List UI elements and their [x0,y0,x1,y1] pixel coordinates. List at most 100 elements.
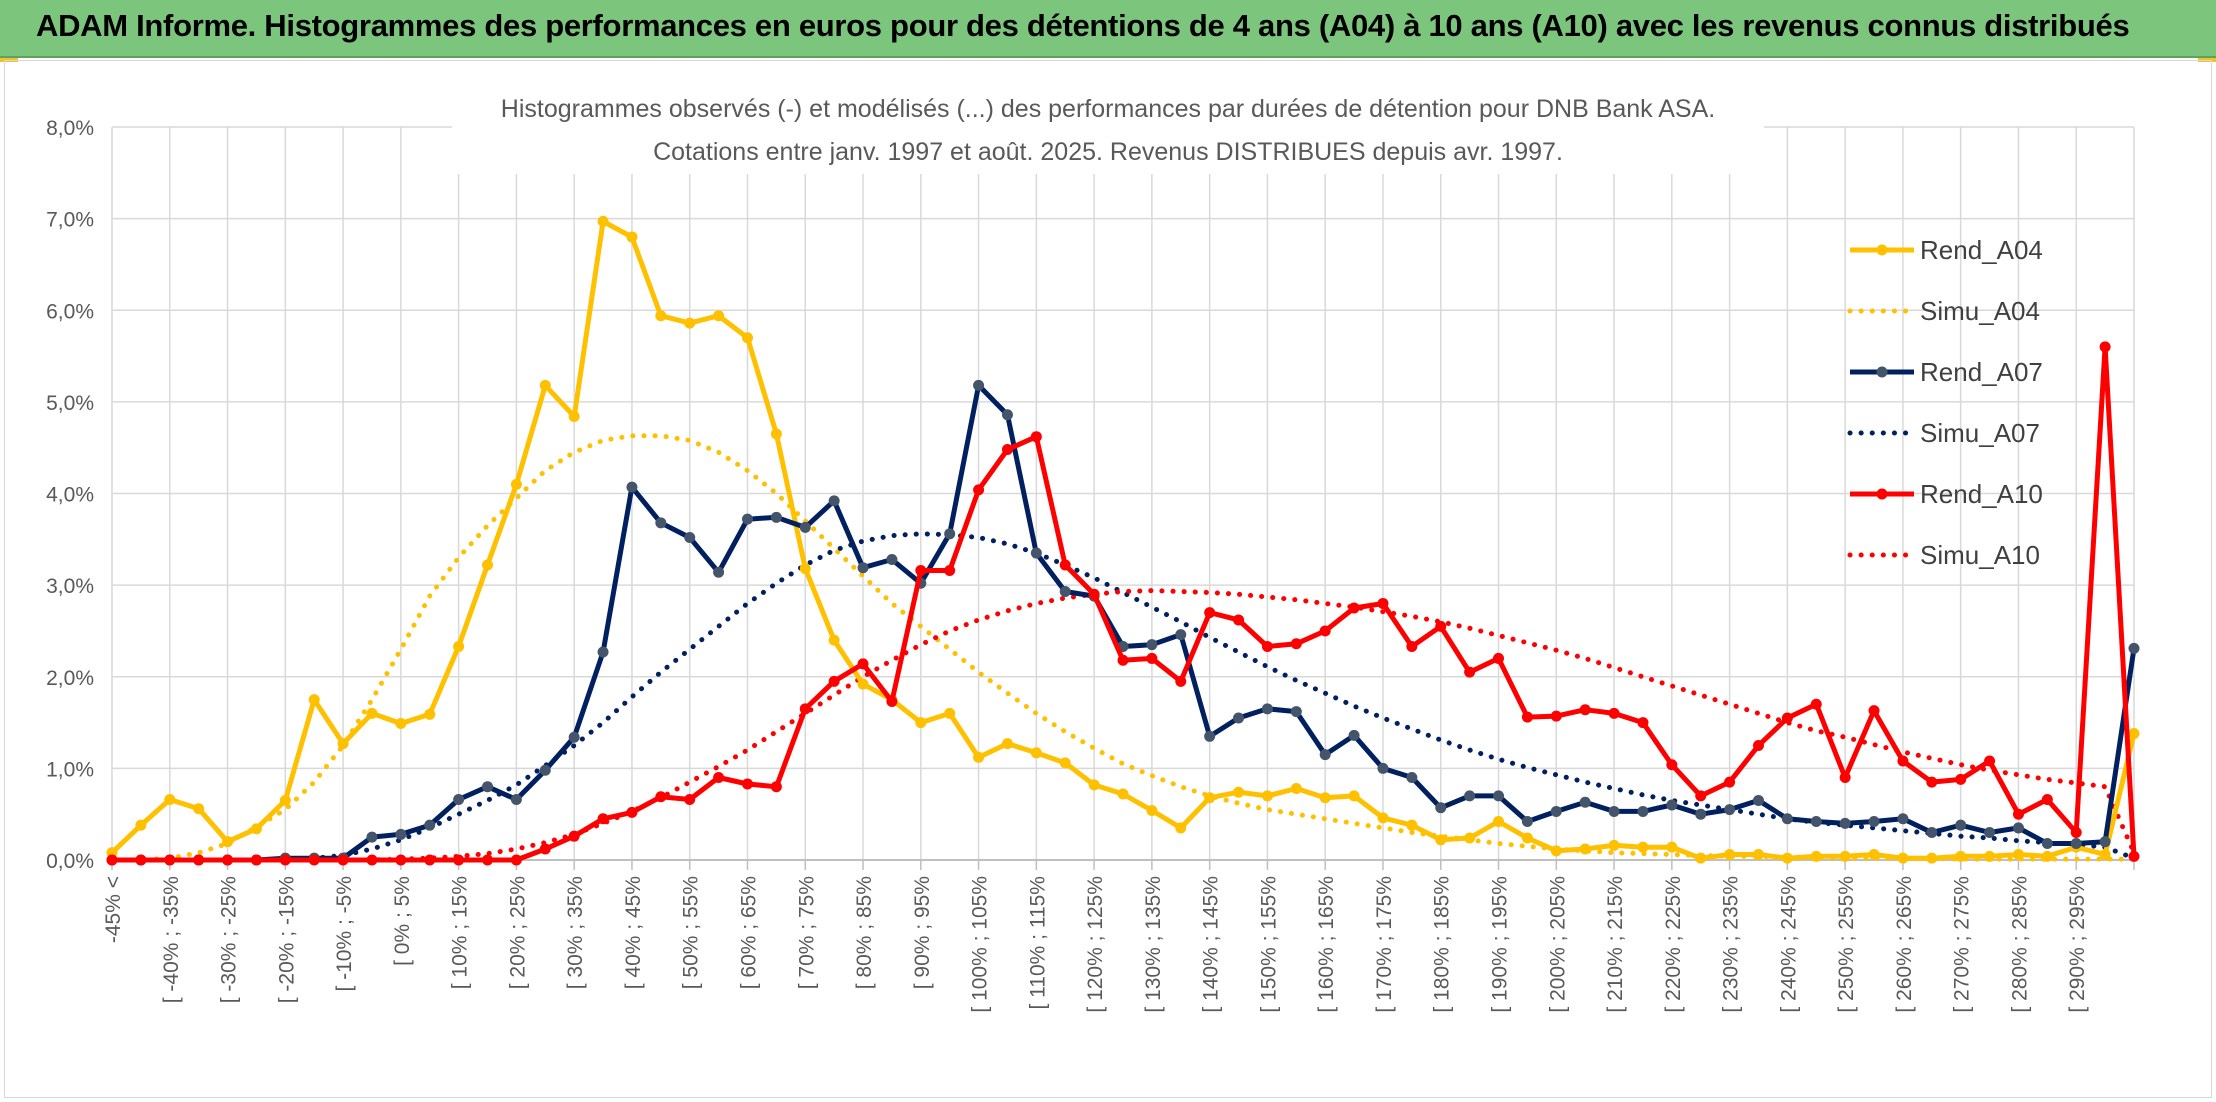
legend-label: Rend_A04 [1920,235,2043,265]
data-point [1059,586,1071,598]
data-point [1521,832,1533,844]
data-point [1695,808,1707,820]
data-point [1348,602,1360,614]
data-point [973,751,985,763]
data-point [944,564,956,576]
title-background [452,92,1764,174]
data-point [1897,852,1909,864]
data-point [713,772,725,784]
y-axis-ticks: 0,0% 1,0% 2,0% 3,0% 4,0% 5,0% 6,0% 7,0% 8,0% [46,117,94,873]
data-point [2012,849,2024,861]
y-tick-label: 8,0% [46,117,94,140]
data-point [539,843,551,855]
data-point [655,791,667,803]
data-point [1464,832,1476,844]
data-point [713,566,725,578]
data-point [1955,819,1967,831]
data-point [510,794,522,806]
data-point [1839,817,1851,829]
data-point [1175,675,1187,687]
x-tick-label: [ 80% ; 85% [853,876,876,989]
data-point [1724,776,1736,788]
x-tick-label: [ 50% ; 55% [680,876,703,989]
x-tick-label: [ 200% ; 205% [1546,876,1569,1013]
data-point [106,854,118,866]
data-point [2070,838,2082,850]
data-point [799,703,811,715]
data-point [1637,841,1649,853]
data-point [250,854,262,866]
x-tick-label: [ 170% ; 175% [1373,876,1396,1013]
data-point [1984,755,1996,767]
data-point [1984,850,1996,862]
data-point [366,831,378,843]
data-point [337,738,349,750]
data-point [1579,704,1591,716]
x-tick-label: [ 190% ; 195% [1489,876,1512,1013]
data-point [1550,845,1562,857]
data-point [1377,812,1389,824]
legend-label: Rend_A10 [1920,479,2043,509]
data-point [1868,849,1880,861]
x-tick-label: [ -20% ; -15% [275,876,298,1003]
y-tick-label: 7,0% [46,209,94,232]
data-point [1001,409,1013,421]
data-point [1290,706,1302,718]
data-point [597,215,609,227]
data-point [2099,341,2111,353]
legend-item-simu-a10: Simu_A10 [1847,540,2040,570]
x-tick-label: [ 130% ; 135% [1142,876,1165,1013]
x-tick-label: [ 10% ; 15% [449,876,472,989]
data-point [597,813,609,825]
x-tick-label: [ 0% ; 5% [391,876,414,966]
legend-marker [1876,366,1888,378]
data-point [1608,805,1620,817]
data-point [626,231,638,243]
legend-item-rend-a07: Rend_A07 [1850,357,2043,387]
x-tick-label: [ 120% ; 125% [1084,876,1107,1013]
data-point [944,528,956,540]
data-point [1377,762,1389,774]
data-point [1666,799,1678,811]
data-point [424,854,436,866]
data-point [828,634,840,646]
data-point [1377,597,1389,609]
data-point [1608,707,1620,719]
data-point [915,564,927,576]
data-point [1666,841,1678,853]
data-point [828,495,840,507]
data-point [1175,822,1187,834]
y-tick-label: 3,0% [46,575,94,598]
x-tick-label: [ 160% ; 165% [1315,876,1338,1013]
data-point [1695,852,1707,864]
data-point [2041,850,2053,862]
data-point [770,781,782,793]
data-point [944,707,956,719]
x-tick-label: [ 90% ; 95% [911,876,934,989]
data-point [799,521,811,533]
data-point [1493,652,1505,664]
chart-subtitle: Cotations entre janv. 1997 et août. 2025… [653,138,1563,166]
data-point [1435,620,1447,632]
chart-frame [4,60,2212,1098]
data-point [1030,747,1042,759]
data-point [2012,808,2024,820]
y-tick-label: 5,0% [46,392,94,415]
x-tick-label: [ 290% ; 295% [2066,876,2089,1013]
data-point [2041,838,2053,850]
data-point [973,379,985,391]
data-point [684,531,696,543]
x-tick-label: [ 240% ; 245% [1777,876,1800,1013]
data-point [1435,834,1447,846]
data-point [424,819,436,831]
data-point [1348,729,1360,741]
data-point [279,794,291,806]
x-tick-label: [ -30% ; -25% [218,876,241,1003]
data-point [1752,739,1764,751]
data-point [684,317,696,329]
data-point [510,478,522,490]
series-simu-a10 [109,588,2137,863]
data-point [453,794,465,806]
data-point [770,428,782,440]
